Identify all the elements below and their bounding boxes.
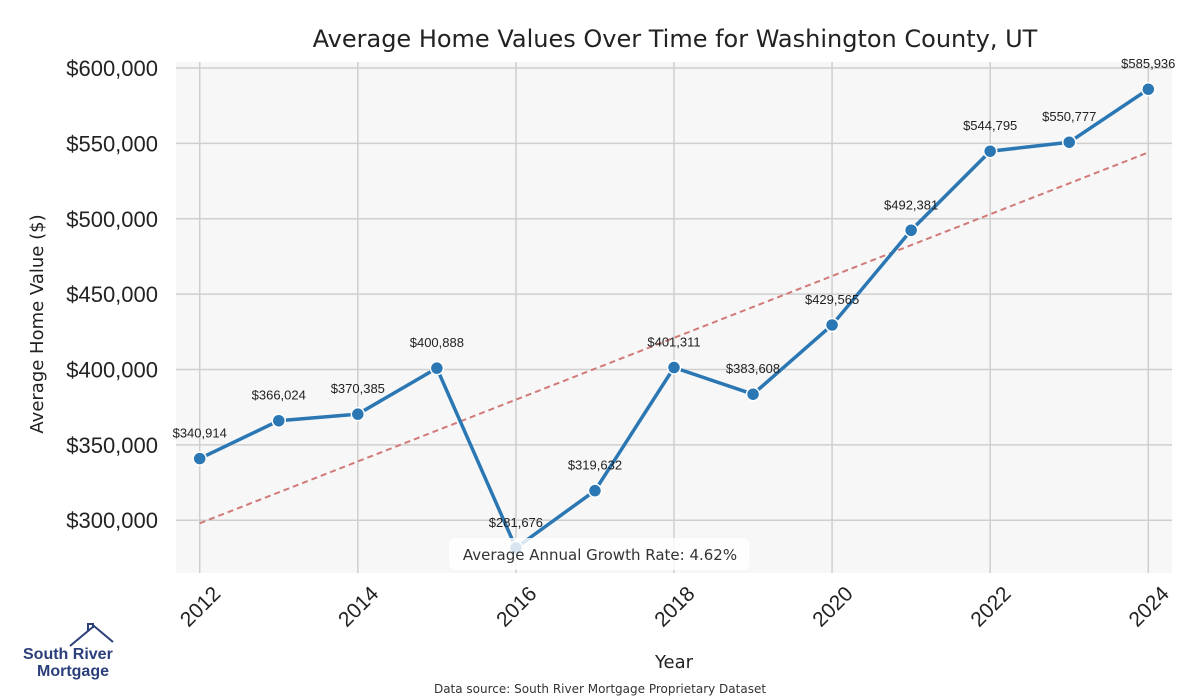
company-logo: South River Mortgage bbox=[23, 623, 114, 680]
y-tick-label: $300,000 bbox=[66, 508, 158, 533]
data-label: $370,385 bbox=[331, 381, 385, 396]
x-tick-label: 2024 bbox=[1125, 582, 1175, 632]
x-tick-label: 2016 bbox=[492, 582, 541, 631]
data-labels: $340,914 $366,024 $370,385 $400,888 $281,676… bbox=[173, 56, 1176, 530]
y-tick-label: $500,000 bbox=[66, 207, 158, 232]
x-axis-ticks: 2012 2014 2016 2018 2020 2022 2024 bbox=[176, 582, 1174, 632]
growth-rate-annotation: Average Annual Growth Rate: 4.62% bbox=[463, 546, 737, 564]
x-axis-label: Year bbox=[654, 652, 694, 673]
data-label: $281,676 bbox=[489, 515, 543, 530]
chart-title: Average Home Values Over Time for Washin… bbox=[313, 25, 1038, 53]
data-point bbox=[429, 360, 445, 376]
logo-line-1: South River bbox=[23, 646, 113, 663]
data-label: $550,777 bbox=[1042, 109, 1096, 124]
y-axis-label: Average Home Value ($) bbox=[27, 214, 48, 433]
data-label: $340,914 bbox=[173, 426, 227, 441]
y-tick-label: $350,000 bbox=[66, 433, 158, 458]
data-label: $544,795 bbox=[963, 118, 1017, 133]
data-source: Data source: South River Mortgage Propri… bbox=[434, 682, 766, 696]
data-point bbox=[587, 483, 603, 498]
data-label: $492,381 bbox=[884, 197, 938, 212]
x-tick-label: 2018 bbox=[650, 582, 699, 631]
x-tick-label: 2022 bbox=[966, 582, 1015, 631]
data-label: $383,608 bbox=[726, 361, 780, 376]
data-point bbox=[350, 406, 366, 422]
data-label: $429,565 bbox=[805, 292, 859, 307]
data-label: $401,311 bbox=[647, 335, 700, 350]
data-label: $585,936 bbox=[1121, 56, 1175, 71]
data-label: $400,888 bbox=[410, 335, 464, 350]
house-icon bbox=[69, 623, 114, 647]
data-point bbox=[982, 143, 998, 159]
growth-annotation: Average Annual Growth Rate: 4.62% bbox=[449, 538, 749, 570]
x-tick-label: 2020 bbox=[808, 582, 857, 631]
logo-line-2: Mortgage bbox=[37, 663, 109, 680]
data-point bbox=[903, 223, 919, 238]
data-point bbox=[745, 386, 761, 402]
data-point bbox=[192, 451, 207, 466]
y-axis-ticks: $300,000 $350,000 $400,000 $450,000 $500,000… bbox=[66, 56, 158, 533]
y-tick-label: $450,000 bbox=[66, 282, 158, 307]
annotation-box bbox=[449, 538, 749, 570]
x-tick-label: 2014 bbox=[334, 582, 384, 632]
data-point bbox=[271, 413, 287, 428]
y-tick-label: $600,000 bbox=[66, 56, 158, 81]
y-tick-label: $400,000 bbox=[66, 358, 158, 383]
data-label: $366,024 bbox=[252, 388, 306, 403]
x-tick-label: 2012 bbox=[176, 582, 225, 631]
data-point bbox=[1061, 134, 1077, 150]
data-point bbox=[824, 317, 840, 333]
data-point bbox=[666, 360, 682, 375]
y-tick-label: $550,000 bbox=[66, 131, 158, 156]
data-point bbox=[1141, 81, 1156, 97]
data-label: $319,632 bbox=[568, 458, 622, 473]
